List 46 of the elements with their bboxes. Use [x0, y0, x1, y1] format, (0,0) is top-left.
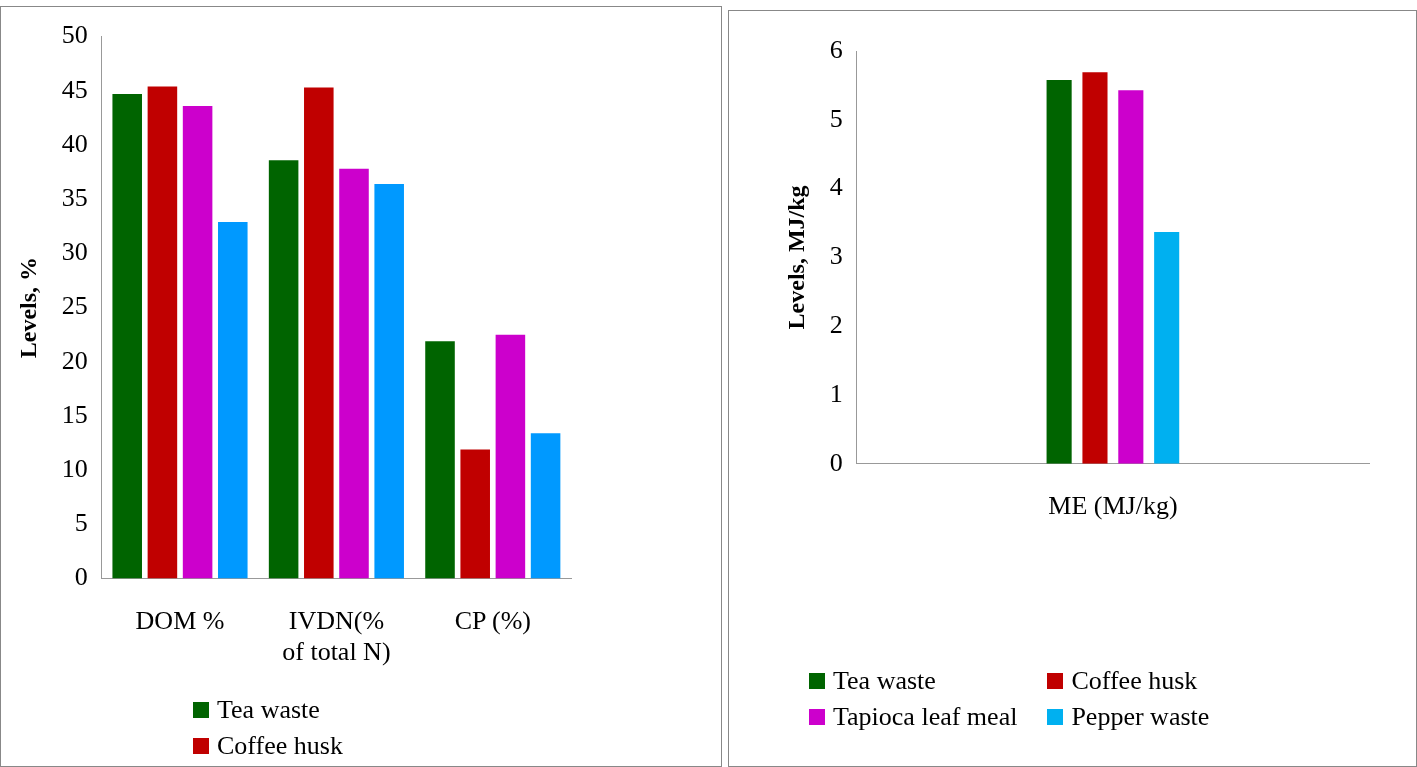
y-tick-label: 6	[829, 34, 843, 64]
bar	[182, 105, 213, 579]
y-tick-label: 30	[61, 237, 88, 267]
legend-label: Pepper waste	[1071, 702, 1210, 732]
bar	[1154, 231, 1180, 464]
bar	[147, 86, 178, 579]
bar	[218, 221, 248, 579]
legend-label: Tea waste	[833, 666, 936, 696]
bar	[304, 87, 334, 579]
y-tick-label: 10	[61, 454, 88, 484]
y-tick-label: 3	[829, 241, 843, 271]
bar	[112, 94, 142, 579]
x-tick-label: IVDN(% of total N)	[282, 606, 391, 667]
x-tick-label: DOM %	[135, 606, 225, 636]
y-tick-label: 35	[61, 183, 88, 213]
bar	[530, 433, 561, 579]
y-tick-label: 5	[829, 103, 843, 133]
legend-label: Coffee husk	[1071, 666, 1198, 696]
x-tick-label: ME (MJ/kg)	[1048, 491, 1178, 521]
bar	[425, 341, 455, 579]
y-tick-label: 0	[74, 562, 88, 592]
legend-label: Tea waste	[217, 695, 320, 725]
y-tick-label: 1	[829, 378, 843, 408]
y-tick-label: 50	[61, 20, 88, 50]
y-tick-label: 15	[61, 399, 88, 429]
bar	[1118, 90, 1144, 464]
y-tick-label: 25	[61, 291, 88, 321]
legend-label: Coffee husk	[217, 731, 343, 761]
y-tick-label: 40	[61, 128, 88, 158]
y-tick-label: 20	[61, 345, 88, 375]
x-tick-label: CP (%)	[454, 606, 531, 636]
y-tick-label: 2	[829, 310, 843, 340]
y-axis-title: Levels, MJ/kg	[782, 185, 809, 330]
bar	[460, 449, 490, 579]
y-tick-label: 45	[61, 74, 88, 104]
y-tick-label: 0	[829, 447, 843, 477]
legend-label: Tapioca leaf meal	[833, 702, 1018, 732]
bar	[1082, 72, 1108, 464]
y-axis-title: Levels, %	[14, 256, 41, 359]
bar	[1046, 79, 1072, 464]
bar	[339, 168, 369, 579]
bar	[495, 334, 526, 579]
bar	[374, 184, 404, 579]
y-tick-label: 5	[74, 508, 88, 538]
bar	[268, 160, 299, 579]
y-tick-label: 4	[829, 172, 843, 202]
